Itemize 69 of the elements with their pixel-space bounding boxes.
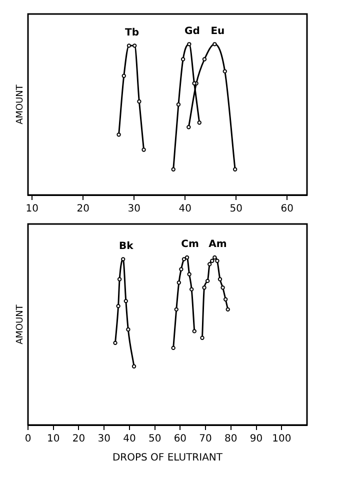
point	[192, 329, 196, 334]
x-tick-label: 10	[26, 204, 38, 215]
point	[171, 167, 176, 172]
point	[126, 44, 132, 48]
y-axis-title: AMOUNT	[15, 84, 26, 124]
x-tick-label: 30	[98, 434, 110, 445]
point	[212, 42, 217, 46]
point	[210, 258, 214, 263]
x-tick-label: 30	[128, 204, 140, 215]
point	[113, 340, 118, 346]
point	[215, 258, 220, 263]
x-tick-label: 80	[224, 434, 238, 445]
series-label: Cm	[181, 239, 199, 250]
x-tick-label: 60	[174, 434, 187, 445]
series-label: Gd	[184, 26, 200, 37]
point	[126, 327, 130, 332]
series-label: Eu	[210, 26, 225, 37]
point	[124, 298, 128, 304]
point	[187, 42, 192, 46]
point	[212, 255, 217, 260]
point	[132, 44, 137, 48]
point	[121, 257, 126, 262]
point	[197, 120, 202, 125]
series-label: Tb	[125, 27, 139, 38]
x-tick-label: 10	[46, 434, 60, 445]
point	[226, 307, 230, 312]
point	[179, 267, 184, 272]
point	[174, 307, 178, 312]
point	[180, 57, 186, 62]
point	[208, 262, 212, 266]
point	[176, 280, 182, 285]
point	[202, 286, 206, 290]
series-label: Bk	[118, 240, 134, 252]
point	[220, 286, 225, 290]
point	[132, 364, 136, 368]
point	[171, 346, 176, 350]
point	[122, 74, 126, 78]
x-tick-label: 70	[199, 434, 212, 445]
x-axis-title: DROPS OF ELUTRIANT	[112, 452, 224, 464]
point	[218, 277, 222, 282]
x-tick-label: 50	[148, 434, 162, 445]
point	[137, 99, 142, 104]
point	[223, 297, 228, 302]
point	[116, 132, 121, 137]
point	[232, 167, 238, 172]
x-tick-label: 0	[24, 434, 32, 445]
point	[200, 336, 204, 340]
x-tick-label: 100	[272, 434, 292, 445]
point	[176, 102, 181, 107]
x-tick-label: 50	[230, 204, 242, 215]
x-tick-label: 40	[178, 204, 192, 215]
x-tick-label: 20	[72, 434, 86, 445]
point	[184, 255, 190, 260]
x-tick-label: 90	[250, 434, 263, 445]
point	[117, 277, 122, 282]
x-tick-label: 60	[280, 204, 294, 215]
series-label: Am	[208, 239, 227, 250]
point	[205, 278, 210, 284]
point	[182, 257, 186, 262]
x-tick-label: 20	[76, 204, 90, 215]
point	[222, 69, 227, 74]
point	[189, 287, 194, 292]
point	[186, 125, 191, 130]
point	[202, 57, 207, 62]
y-axis-title: AMOUNT	[15, 304, 26, 344]
point	[142, 148, 146, 152]
x-tick-label: 40	[123, 434, 136, 445]
point	[187, 272, 192, 276]
point	[116, 304, 120, 308]
